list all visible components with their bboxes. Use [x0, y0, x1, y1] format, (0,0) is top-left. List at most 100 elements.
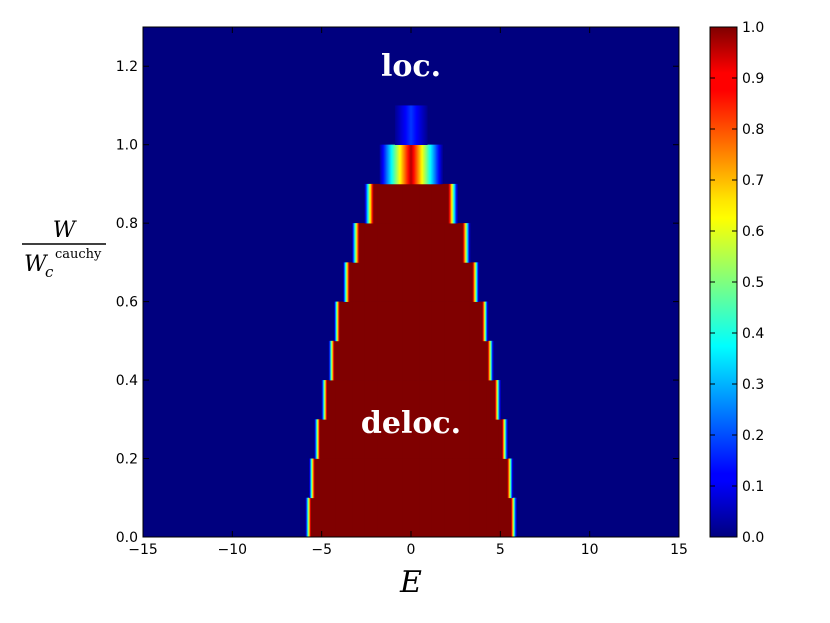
heatmap-cell: [457, 340, 459, 381]
heatmap-cell: [474, 262, 476, 302]
heatmap-cell: [394, 380, 396, 420]
heatmap-cell: [367, 458, 369, 499]
heatmap-cell: [442, 458, 444, 499]
heatmap-cell: [369, 497, 372, 537]
heatmap-cell: [403, 105, 406, 145]
heatmap-cell: [346, 301, 348, 342]
heatmap-cell: [400, 183, 402, 224]
heatmap-cell: [452, 223, 454, 263]
heatmap-cell: [486, 419, 488, 459]
heatmap-cell: [441, 340, 443, 381]
heatmap-cell: [371, 340, 373, 381]
heatmap-cell: [419, 497, 421, 537]
heatmap-cell: [331, 497, 333, 537]
heatmap-cell: [415, 144, 417, 185]
heatmap-cell: [334, 380, 336, 420]
heatmap-cell: [377, 223, 379, 263]
heatmap-cell: [407, 419, 409, 459]
heatmap-cell: [416, 458, 418, 499]
heatmap-cell: [469, 262, 472, 302]
heatmap-cell: [415, 105, 417, 145]
heatmap-cell: [402, 105, 405, 145]
heatmap-cell: [448, 380, 450, 420]
heatmap-cell: [361, 262, 364, 302]
heatmap-cell: [508, 497, 510, 537]
heatmap-cell: [385, 419, 388, 459]
heatmap-cell: [499, 380, 501, 420]
heatmap-cell: [323, 497, 325, 537]
heatmap-cell: [428, 419, 431, 459]
heatmap-cell: [444, 183, 446, 224]
heatmap-cell: [396, 419, 398, 459]
heatmap-cell: [389, 144, 391, 185]
heatmap-cell: [503, 497, 505, 537]
heatmap-cell: [352, 262, 354, 302]
heatmap-cell: [463, 301, 465, 342]
heatmap-cell: [344, 497, 346, 537]
heatmap-cell: [372, 458, 374, 499]
heatmap-cell: [466, 380, 468, 420]
heatmap-cell: [484, 340, 486, 381]
heatmap-cell: [402, 497, 404, 537]
heatmap-cell: [378, 301, 381, 342]
heatmap-cell: [339, 301, 341, 342]
heatmap-cell: [394, 223, 397, 263]
heatmap-cell: [436, 380, 439, 420]
heatmap-cell: [378, 380, 381, 420]
heatmap-cell: [444, 223, 447, 263]
heatmap-cell: [467, 419, 469, 459]
heatmap-cell: [510, 497, 512, 537]
heatmap-cell: [485, 458, 487, 499]
heatmap-cell: [436, 301, 439, 342]
heatmap-cell: [423, 458, 425, 499]
heatmap-cell: [381, 458, 383, 499]
heatmap-cell: [336, 380, 339, 420]
heatmap-cell: [391, 340, 393, 381]
heatmap-cell: [359, 458, 361, 499]
heatmap-cell: [400, 497, 402, 537]
heatmap-cell: [447, 183, 449, 224]
heatmap-cell: [480, 340, 482, 381]
heatmap-cell: [490, 380, 492, 420]
heatmap-cell: [427, 183, 429, 224]
heatmap-cell: [469, 340, 472, 381]
heatmap-cell: [443, 301, 445, 342]
heatmap-cell: [362, 223, 365, 263]
heatmap-cell: [374, 262, 376, 302]
heatmap-cell: [353, 301, 356, 342]
heatmap-cell: [441, 183, 443, 224]
heatmap-cell: [369, 223, 371, 263]
heatmap-cell: [397, 144, 399, 185]
heatmap-cell: [393, 183, 395, 224]
heatmap-cell: [387, 497, 390, 537]
heatmap-cell: [427, 301, 429, 342]
heatmap-cell: [458, 340, 460, 381]
heatmap-cell: [420, 340, 423, 381]
heatmap-cell: [352, 419, 354, 459]
heatmap-cell: [369, 183, 372, 224]
heatmap-cell: [363, 262, 365, 302]
heatmap-cell: [421, 262, 424, 302]
heatmap-cell: [501, 497, 503, 537]
heatmap-cell: [490, 340, 492, 381]
heatmap-cell: [454, 183, 457, 224]
heatmap-cell: [431, 223, 433, 263]
heatmap-cell: [438, 301, 440, 342]
heatmap-cell: [364, 340, 366, 381]
heatmap-cell: [398, 340, 400, 381]
heatmap-cell: [438, 144, 440, 185]
heatmap-cell: [430, 340, 432, 381]
heatmap-cell: [386, 380, 389, 420]
heatmap-cell: [446, 419, 449, 459]
heatmap-cell: [396, 183, 398, 224]
heatmap-cell: [466, 458, 468, 499]
heatmap-cell: [488, 458, 491, 499]
heatmap-cell: [472, 458, 474, 499]
heatmap-cell: [481, 301, 483, 342]
colorbar-tick-label: 0.5: [742, 275, 764, 291]
heatmap-cell: [403, 262, 406, 302]
heatmap-cell: [417, 380, 419, 420]
heatmap-cell: [406, 458, 408, 499]
heatmap-cell: [335, 301, 338, 342]
heatmap-cell: [385, 262, 387, 302]
